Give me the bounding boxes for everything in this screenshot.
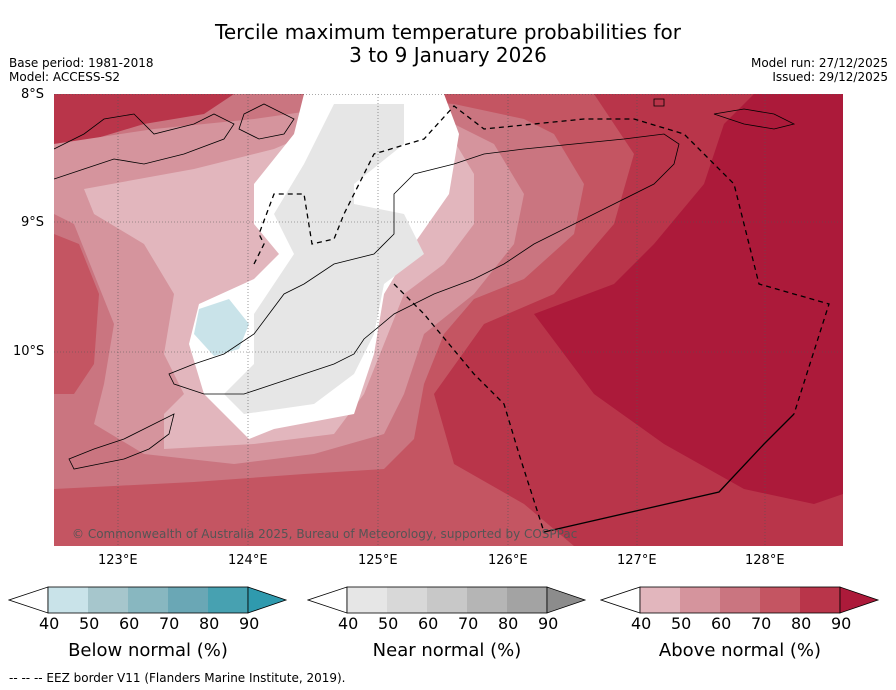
legend-title-below: Below normal (%) [68, 640, 228, 661]
model-run: Model run: 27/12/2025 [750, 56, 888, 70]
lon-label-125e: 125°E [358, 553, 398, 568]
below-legend-tick-60: 60 [119, 614, 140, 633]
near-legend-tick-60: 60 [418, 614, 439, 633]
base-period: Base period: 1981-2018 [9, 56, 154, 70]
below-legend-swatch-40 [48, 587, 88, 613]
eez-border [253, 105, 830, 533]
near-legend-high-arrow [546, 586, 587, 614]
near-legend-low-arrow [307, 586, 348, 614]
near-normal-40-50-zone [224, 104, 424, 414]
legend-above-normal [600, 586, 880, 614]
lon-label-127e: 127°E [617, 553, 657, 568]
eez-footer-note: -- -- -- EEZ border V11 (Flanders Marine… [9, 671, 346, 685]
probability-map: © Commonwealth of Australia 2025, Bureau… [54, 94, 843, 546]
near-legend-tick-50: 50 [378, 614, 399, 633]
below-legend-swatch-60 [128, 587, 168, 613]
below-legend-swatch-80 [208, 587, 248, 613]
near-legend-swatch-80 [507, 587, 547, 613]
above-legend-tick-70: 70 [751, 614, 772, 633]
above-normal-70-80-west [54, 234, 99, 394]
lon-label-126e: 126°E [488, 553, 528, 568]
map-gridlines [54, 94, 843, 546]
below-legend-tick-70: 70 [159, 614, 180, 633]
near-legend-swatch-40 [347, 587, 387, 613]
above-legend-swatch-40 [640, 587, 680, 613]
near-legend-swatch-50 [387, 587, 427, 613]
above-legend-tick-40: 40 [631, 614, 652, 633]
lat-label-9s: 9°S [21, 215, 45, 230]
above-legend-high-arrow [839, 586, 880, 614]
legend-title-near: Near normal (%) [372, 640, 522, 661]
coastlines [54, 98, 796, 470]
above-legend-swatch-50 [680, 587, 720, 613]
near-legend-swatch-60 [427, 587, 467, 613]
below-normal-40-50-zone [194, 299, 249, 356]
above-normal-over-90-zone [534, 94, 843, 504]
above-legend-swatch-70 [760, 587, 800, 613]
above-legend-swatch-60 [720, 587, 760, 613]
below-legend-swatch-70 [168, 587, 208, 613]
lat-label-10s: 10°S [13, 344, 45, 359]
below-legend-tick-50: 50 [79, 614, 100, 633]
near-legend-swatch-70 [467, 587, 507, 613]
legend-title-above: Above normal (%) [658, 640, 822, 661]
map-title-line2: 3 to 9 January 2026 [349, 43, 547, 67]
near-legend-tick-90: 90 [538, 614, 559, 633]
lon-label-128e: 128°E [745, 553, 785, 568]
above-legend-tick-80: 80 [791, 614, 812, 633]
issued-date: Issued: 29/12/2025 [772, 70, 888, 84]
below-legend-high-arrow [247, 586, 288, 614]
above-normal-80-90-nw [54, 94, 234, 144]
legend-near-normal [307, 586, 587, 614]
below-legend-low-arrow [8, 586, 49, 614]
map-title-line1: Tercile maximum temperature probabilitie… [215, 20, 681, 44]
above-legend-tick-60: 60 [711, 614, 732, 633]
copyright-text: © Commonwealth of Australia 2025, Bureau… [72, 527, 577, 541]
lon-label-123e: 123°E [98, 553, 138, 568]
below-legend-tick-90: 90 [239, 614, 260, 633]
below-legend-tick-40: 40 [39, 614, 60, 633]
lon-label-124e: 124°E [228, 553, 268, 568]
near-legend-tick-40: 40 [338, 614, 359, 633]
near-legend-tick-70: 70 [458, 614, 479, 633]
below-legend-swatch-50 [88, 587, 128, 613]
near-legend-tick-80: 80 [498, 614, 519, 633]
lat-label-8s: 8°S [21, 87, 45, 102]
below-legend-tick-80: 80 [199, 614, 220, 633]
above-legend-tick-50: 50 [671, 614, 692, 633]
legend-below-normal [8, 586, 288, 614]
above-legend-swatch-80 [800, 587, 840, 613]
model-name: Model: ACCESS-S2 [9, 70, 121, 84]
above-legend-tick-90: 90 [831, 614, 852, 633]
above-legend-low-arrow [600, 586, 641, 614]
